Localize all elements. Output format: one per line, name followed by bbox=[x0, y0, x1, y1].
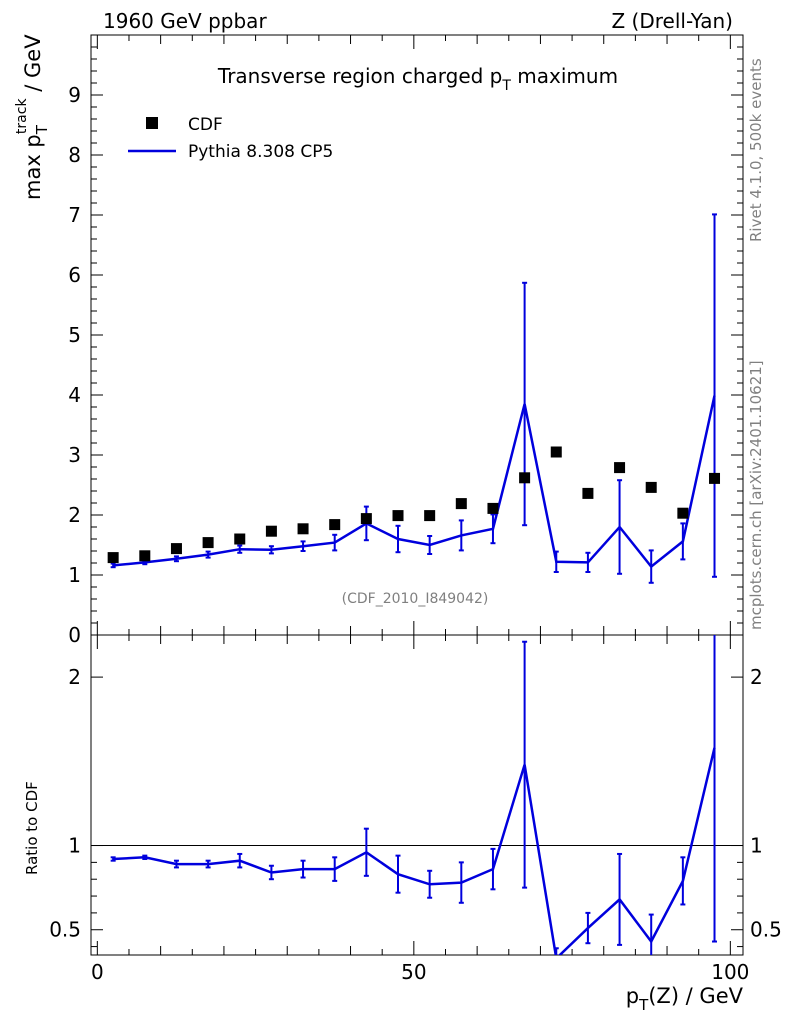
y-tick-label: 2 bbox=[68, 503, 81, 527]
legend-label-cdf: CDF bbox=[188, 115, 223, 135]
tick-labels: 0 1 2 3 4 5 6 7 8 9 0.5 0.5 1 1 2 2 0 50 100 bbox=[49, 83, 782, 984]
rivet-label: Rivet 4.1.0, 500k events bbox=[747, 58, 765, 242]
cdf-point bbox=[614, 462, 626, 474]
ratio-y-tick-label-left: 0.5 bbox=[49, 918, 81, 942]
cdf-point bbox=[582, 487, 594, 499]
pythia-line bbox=[113, 395, 716, 569]
y-axis-label: max pTtrack / GeV bbox=[14, 34, 51, 200]
ratio-y-tick-label-left: 2 bbox=[68, 665, 81, 689]
y-tick-label: 1 bbox=[68, 563, 81, 587]
cdf-point bbox=[265, 525, 277, 537]
cdf-point bbox=[139, 550, 151, 562]
cdf-point bbox=[107, 552, 119, 564]
x-tick-label: 0 bbox=[91, 960, 104, 984]
ratio-y-tick-label-right: 1 bbox=[750, 834, 763, 858]
main-data-series bbox=[107, 446, 721, 564]
cdf-point bbox=[392, 510, 404, 522]
cdf-point bbox=[677, 507, 689, 519]
cdf-point bbox=[519, 472, 531, 484]
cdf-point bbox=[455, 498, 467, 510]
cdf-point bbox=[424, 510, 436, 522]
legend-marker-cdf bbox=[146, 117, 158, 129]
ratio-y-tick-label-right: 2 bbox=[750, 665, 763, 689]
cdf-point bbox=[202, 537, 214, 549]
cdf-point bbox=[709, 472, 721, 484]
axis-ticks bbox=[91, 34, 743, 955]
y-tick-label: 3 bbox=[68, 443, 81, 467]
x-tick-label: 100 bbox=[711, 960, 749, 984]
ratio-mc-series bbox=[110, 635, 718, 955]
y-tick-label: 8 bbox=[68, 143, 81, 167]
cdf-point bbox=[297, 523, 309, 535]
cdf-point bbox=[170, 543, 182, 555]
ratio-frame bbox=[90, 634, 744, 956]
cdf-point bbox=[550, 446, 562, 458]
y-tick-label: 5 bbox=[68, 323, 81, 347]
cdf-point bbox=[487, 502, 499, 514]
y-tick-label: 0 bbox=[68, 623, 81, 647]
ratio-y-axis-label: Ratio to CDF bbox=[23, 781, 41, 875]
process-label: Z (Drell-Yan) bbox=[611, 9, 733, 33]
ratio-clipped-group bbox=[110, 635, 718, 955]
x-tick-label: 50 bbox=[401, 960, 426, 984]
ratio-y-tick-label-left: 1 bbox=[68, 834, 81, 858]
ratio-y-tick-label-right: 0.5 bbox=[750, 918, 782, 942]
legend-label-pythia: Pythia 8.308 CP5 bbox=[188, 142, 333, 162]
y-tick-label: 6 bbox=[68, 263, 81, 287]
y-tick-label: 7 bbox=[68, 203, 81, 227]
y-tick-label: 9 bbox=[68, 83, 81, 107]
cdf-point bbox=[234, 533, 246, 545]
cdf-point bbox=[360, 513, 372, 525]
analysis-id: (CDF_2010_I849042) bbox=[342, 591, 489, 607]
ratio-line bbox=[113, 747, 716, 955]
cdf-point bbox=[645, 481, 657, 493]
main-mc-series bbox=[110, 213, 718, 584]
mcplots-label: mcplots.cern.ch [arXiv:2401.10621] bbox=[747, 360, 765, 630]
energy-label: 1960 GeV ppbar bbox=[103, 9, 267, 33]
cdf-point bbox=[329, 519, 341, 531]
y-tick-label: 4 bbox=[68, 383, 81, 407]
